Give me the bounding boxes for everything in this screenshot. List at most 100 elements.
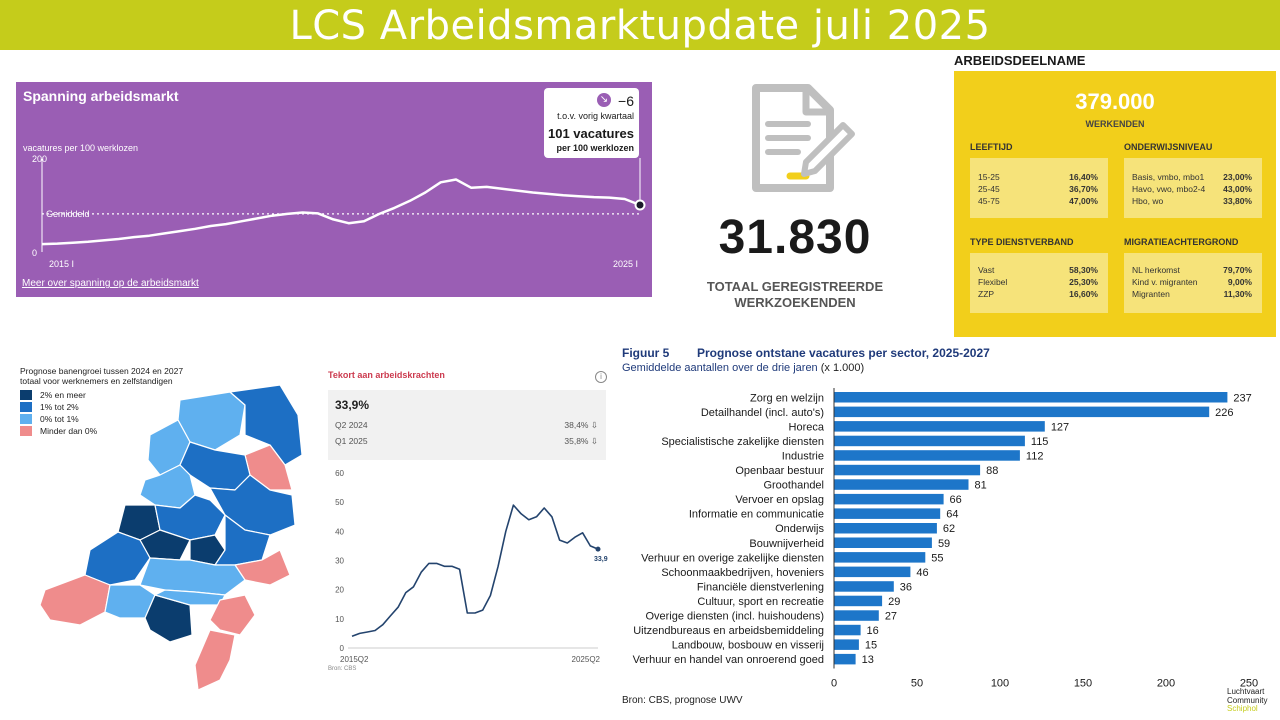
bar-value-label: 62 — [943, 523, 955, 535]
group-card-onderwijsniveau: Basis, vmbo, mbo1 23,00% Havo, vwo, mbo2-… — [1124, 158, 1262, 218]
map-region — [84, 531, 151, 586]
bar-value-label: 27 — [885, 611, 897, 623]
bar-x-tick: 200 — [1157, 677, 1175, 689]
info-icon[interactable]: i — [595, 371, 607, 383]
werkzoekenden-label: TOTAAL GEREGISTREERDE WERKZOEKENDEN — [680, 279, 910, 311]
sector-bar-chart: Zorg en welzijn 237 Detailhandel (incl. au… — [633, 388, 1258, 689]
group-card-leeftijd: 15-25 16,40% 25-45 36,70% 45-75 47,00% — [970, 158, 1108, 218]
figure-title: Figuur 5 Prognose ontstane vacatures per … — [622, 346, 990, 360]
row-label: Hbo, wo — [1132, 196, 1164, 206]
row-label: ZZP — [978, 289, 995, 299]
bar-value-label: 127 — [1051, 421, 1069, 433]
arbeidsdeelname-heading: ARBEIDSDEELNAME — [954, 53, 1086, 68]
bar-category-label: Cultuur, sport en recreatie — [697, 596, 824, 608]
callout-delta-sub: t.o.v. vorig kwartaal — [557, 111, 634, 121]
row-value: 33,80% — [1223, 196, 1252, 206]
tekort-source: Bron: CBS — [328, 666, 356, 672]
lcs-logo: Luchtvaart Community Schiphol — [1227, 687, 1268, 714]
bar — [834, 479, 969, 490]
bar — [834, 624, 861, 636]
tekort-row: Q1 2025 35,8% ⇩ — [335, 436, 598, 446]
bar-x-tick: 250 — [1240, 677, 1258, 689]
tekort-y-tick: 10 — [335, 615, 344, 624]
arrow-down-icon: ⇩ — [590, 420, 598, 430]
bar-value-label: 13 — [862, 654, 874, 666]
bar-value-label: 46 — [916, 567, 928, 579]
row-label: 25-45 — [978, 184, 1000, 194]
group-row: Havo, vwo, mbo2-4 43,00% — [1132, 184, 1252, 194]
legend-label: 0% tot 1% — [40, 414, 79, 424]
figure-title-text: Prognose ontstane vacatures per sector, … — [697, 346, 990, 360]
group-row: 25-45 36,70% — [978, 184, 1098, 194]
group-row: Migranten 11,30% — [1132, 289, 1252, 299]
tekort-summary: 33,9% Q2 2024 38,4% ⇩ Q1 2025 35,8% ⇩ — [328, 390, 606, 460]
figure-subtitle: Gemiddelde aantallen over de drie jaren … — [622, 362, 864, 374]
callout-delta: −6 — [618, 93, 634, 109]
row-label: Havo, vwo, mbo2-4 — [1132, 184, 1206, 194]
tekort-end-label: 33,9 — [594, 556, 608, 563]
row-value: 25,30% — [1069, 277, 1098, 287]
bar-category-label: Horeca — [789, 421, 825, 433]
bar-category-label: Vervoer en opslag — [735, 494, 824, 506]
bar-value-label: 29 — [888, 596, 900, 608]
tekort-y-tick: 20 — [335, 586, 344, 595]
callout-main: 101 vacatures — [547, 126, 634, 141]
tekort-last-point — [595, 546, 601, 552]
group-title-onderwijsniveau: ONDERWIJSNIVEAU — [1124, 142, 1213, 152]
figure-subtitle-text: Gemiddelde aantallen over de drie jaren — [622, 362, 818, 374]
bar-category-label: Zorg en welzijn — [750, 392, 824, 404]
bar-value-label: 237 — [1233, 392, 1251, 404]
bar — [834, 523, 937, 534]
bar — [834, 552, 926, 563]
tekort-row-label: Q1 2025 — [335, 436, 368, 446]
group-title-leeftijd: LEEFTIJD — [970, 142, 1013, 152]
werkzoekenden-label-line1: TOTAAL GEREGISTREERDE — [706, 279, 884, 294]
bar — [834, 392, 1228, 403]
group-row: Flexibel 25,30% — [978, 277, 1098, 287]
spanning-more-link[interactable]: Meer over spanning op de arbeidsmarkt — [22, 278, 199, 289]
werkzoekenden-label-line2: WERKZOEKENDEN — [734, 295, 856, 310]
row-label: Kind v. migranten — [1132, 277, 1198, 287]
map-title-line2: totaal voor werknemers en zelfstandigen — [20, 376, 173, 386]
group-row: 45-75 47,00% — [978, 196, 1098, 206]
bar-x-tick: 150 — [1074, 677, 1092, 689]
tekort-y-tick: 0 — [340, 644, 345, 653]
arrow-down-icon: ↘ — [597, 93, 611, 107]
row-value: 9,00% — [1227, 277, 1252, 287]
spanning-ymax-label: 200 — [32, 154, 48, 164]
bar-category-label: Specialistische zakelijke diensten — [661, 436, 824, 448]
row-value: 23,00% — [1223, 172, 1252, 182]
map-region — [139, 557, 246, 596]
bar-category-label: Groothandel — [763, 480, 824, 492]
tekort-row: Q2 2024 38,4% ⇩ — [335, 420, 598, 430]
group-title-dienstverband: TYPE DIENSTVERBAND — [970, 237, 1074, 247]
row-label: Basis, vmbo, mbo1 — [1132, 172, 1205, 182]
tekort-series-line — [351, 504, 599, 638]
bar-category-label: Detailhandel (incl. auto's) — [701, 407, 824, 419]
bar-value-label: 81 — [974, 480, 986, 492]
group-row: Vast 58,30% — [978, 265, 1098, 275]
tekort-row-number: 38,4% — [564, 420, 589, 430]
tekort-x-start: 2015Q2 — [340, 655, 369, 664]
row-value: 43,00% — [1223, 184, 1252, 194]
tekort-row-value: 35,8% ⇩ — [564, 436, 598, 447]
bar-category-label: Openbaar bestuur — [735, 465, 824, 477]
bar-value-label: 64 — [946, 509, 958, 521]
bar-category-label: Landbouw, bosbouw en visserij — [672, 640, 824, 652]
group-row: Kind v. migranten 9,00% — [1132, 277, 1252, 287]
logo-line2: Community — [1227, 695, 1268, 705]
bar-x-tick: 0 — [831, 677, 837, 689]
netherlands-map — [39, 384, 303, 691]
bar-category-label: Informatie en communicatie — [689, 509, 824, 521]
logo-line1: Luchtvaart — [1227, 687, 1265, 696]
map-region — [39, 574, 111, 626]
bar-category-label: Industrie — [782, 450, 824, 462]
bar-value-label: 112 — [1026, 450, 1044, 462]
group-row: Basis, vmbo, mbo1 23,00% — [1132, 172, 1252, 182]
tekort-title: Tekort aan arbeidskrachten — [328, 370, 445, 380]
group-row: NL herkomst 79,70% — [1132, 265, 1252, 275]
row-label: 15-25 — [978, 172, 1000, 182]
row-label: Vast — [978, 265, 995, 275]
spanning-last-point — [634, 199, 646, 211]
group-title-migratie: MIGRATIEACHTERGROND — [1124, 237, 1239, 247]
